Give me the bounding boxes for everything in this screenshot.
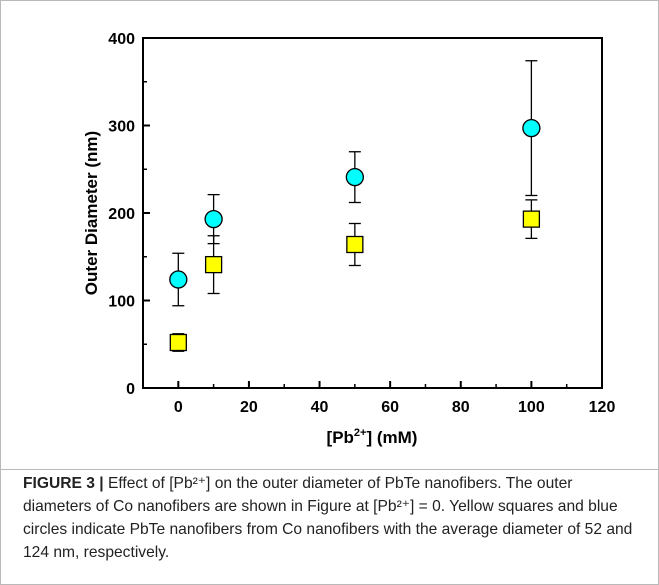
x-tick-label: 80 <box>452 399 470 416</box>
y-tick-label: 400 <box>108 31 135 48</box>
chart: 0 100 200 300 400 0 20 40 60 80 100 120 Outer Diam… <box>82 31 616 447</box>
y-axis-label: Outer Diameter (nm) <box>82 131 101 295</box>
y-tick-label: 100 <box>108 294 135 311</box>
x-tick-label: 120 <box>589 399 616 416</box>
data-point-square <box>204 255 223 274</box>
x-axis-label-superscript: 2+ <box>354 427 367 439</box>
y-tick-label: 0 <box>126 381 135 398</box>
data-point-circle <box>522 118 541 138</box>
caption-divider <box>1 469 658 470</box>
data-marks <box>169 60 541 352</box>
x-axis-label-tail: ] (mM) <box>366 428 417 447</box>
x-tick-label: 0 <box>174 399 183 416</box>
y-tick-label: 200 <box>108 206 135 223</box>
caption-label: FIGURE 3 | <box>23 475 104 492</box>
x-axis-label-main: [Pb <box>327 428 354 447</box>
data-point-circle <box>169 270 188 289</box>
data-point-square <box>169 333 187 352</box>
data-point-square <box>522 210 541 228</box>
y-axis-ticks: 0 100 200 300 400 <box>108 31 150 398</box>
data-point-circle <box>204 209 223 229</box>
x-tick-label: 20 <box>240 399 258 416</box>
data-point-square <box>346 235 364 254</box>
x-axis-ticks: 0 20 40 60 80 100 120 <box>174 381 616 416</box>
x-tick-label: 60 <box>381 399 399 416</box>
x-tick-label: 100 <box>518 399 545 416</box>
x-axis-label: [Pb2+] (mM) <box>327 427 418 447</box>
data-point-circle <box>345 167 364 187</box>
caption-text: Effect of [Pb²⁺] on the outer diameter o… <box>23 475 633 561</box>
y-tick-label: 300 <box>108 119 135 136</box>
x-tick-label: 40 <box>311 399 329 416</box>
figure-caption: FIGURE 3 | Effect of [Pb²⁺] on the outer… <box>23 472 643 564</box>
